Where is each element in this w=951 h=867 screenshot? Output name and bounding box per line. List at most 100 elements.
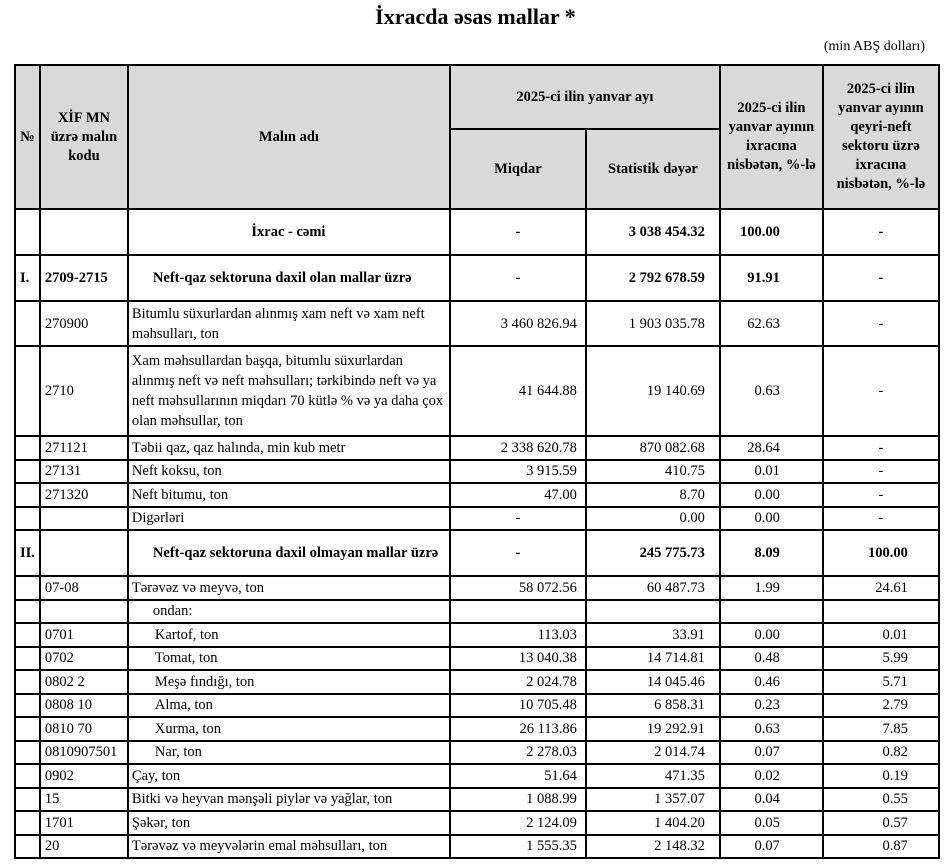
row-qty: 58 072.56 bbox=[448, 575, 587, 601]
row-qty: - bbox=[448, 208, 587, 256]
row-no bbox=[14, 575, 41, 601]
row-share: 0.05 bbox=[718, 810, 824, 836]
row-name: Meşə fındığı, ton bbox=[126, 669, 451, 695]
row-nonoil-share: 24.61 bbox=[821, 575, 940, 601]
row-name: Digərləri bbox=[126, 505, 451, 531]
row-value: 1 357.07 bbox=[584, 786, 721, 812]
row-share: 0.00 bbox=[718, 622, 824, 648]
row-no bbox=[14, 208, 41, 256]
row-value: 870 082.68 bbox=[584, 435, 721, 461]
row-no bbox=[14, 763, 41, 789]
header-value: Statistik dəyər bbox=[584, 128, 721, 210]
row-qty: - bbox=[448, 505, 587, 531]
row-share: 0.46 bbox=[718, 669, 824, 695]
row-nonoil-share: 0.01 bbox=[821, 622, 940, 648]
row-qty: 2 338 620.78 bbox=[448, 435, 587, 461]
table-row: 15 Bitki və heyvan mənşəli piylər və yağl… bbox=[14, 786, 940, 812]
row-share: 0.00 bbox=[718, 505, 824, 531]
row-name: Tərəvəz və meyvə, ton bbox=[126, 575, 451, 601]
row-nonoil-share bbox=[821, 598, 940, 624]
table-row: İxrac - cəmi -3 038 454.32 100.00- bbox=[14, 208, 940, 256]
exports-table: № XİF MN üzrə malın kodu Malın adı 2025-… bbox=[14, 64, 940, 859]
row-qty: 113.03 bbox=[448, 622, 587, 648]
header-name: Malın adı bbox=[126, 64, 451, 210]
row-qty: 3 915.59 bbox=[448, 458, 587, 484]
table-row: 1701 Şəkər, ton 2 124.09 1 404.20 0.05 0.57 bbox=[14, 810, 940, 836]
table-row: II. Neft-qaz sektoruna daxil olmayan mall… bbox=[14, 529, 940, 577]
row-code bbox=[38, 598, 129, 624]
row-share: 0.07 bbox=[718, 739, 824, 765]
row-qty bbox=[448, 598, 587, 624]
row-no: II. bbox=[14, 529, 41, 577]
row-value: 14 045.46 bbox=[584, 669, 721, 695]
row-nonoil-share: 100.00 bbox=[821, 529, 940, 577]
row-qty: 3 460 826.94 bbox=[448, 300, 587, 347]
table-row: I. 2709-2715 Neft-qaz sektoruna daxil olan… bbox=[14, 254, 940, 302]
row-code bbox=[38, 529, 129, 577]
table-row: Digərləri -0.00 0.00- bbox=[14, 505, 940, 531]
header-no: № bbox=[14, 64, 41, 210]
row-code: 1701 bbox=[38, 810, 129, 836]
row-qty: 1 088.99 bbox=[448, 786, 587, 812]
row-name: ondan: bbox=[126, 598, 451, 624]
table-row: 271121 Təbii qaz, qaz halında, min kub me… bbox=[14, 435, 940, 461]
row-value: 471.35 bbox=[584, 763, 721, 789]
row-code: 271121 bbox=[38, 435, 129, 461]
row-qty: 26 113.86 bbox=[448, 716, 587, 742]
row-nonoil-share: 0.87 bbox=[821, 833, 940, 859]
row-code: 07-08 bbox=[38, 575, 129, 601]
row-value: 0.00 bbox=[584, 505, 721, 531]
row-code: 0902 bbox=[38, 763, 129, 789]
row-name: Kartof, ton bbox=[126, 622, 451, 648]
row-nonoil-share: - bbox=[821, 505, 940, 531]
table-row: 07-08 Tərəvəz və meyvə, ton 58 072.56 60 48… bbox=[14, 575, 940, 601]
row-name: Xurma, ton bbox=[126, 716, 451, 742]
row-name: Neft koksu, ton bbox=[126, 458, 451, 484]
row-value: 3 038 454.32 bbox=[584, 208, 721, 256]
page-title: İxracda əsas mallar * bbox=[375, 4, 576, 29]
table-row: 0902 Çay, ton 51.64 471.35 0.02 0.19 bbox=[14, 763, 940, 789]
row-no bbox=[14, 739, 41, 765]
row-no bbox=[14, 645, 41, 671]
row-no bbox=[14, 458, 41, 484]
row-code: 271320 bbox=[38, 482, 129, 508]
unit-note: (min ABŞ dolları) bbox=[823, 39, 925, 54]
row-nonoil-share: - bbox=[821, 208, 940, 256]
row-no bbox=[14, 435, 41, 461]
row-name: Təbii qaz, qaz halında, min kub metr bbox=[126, 435, 451, 461]
row-code: 0810 70 bbox=[38, 716, 129, 742]
table-row: 2710 Xam məhsullardan başqa, bitumlu süxu… bbox=[14, 345, 940, 437]
row-code: 0802 2 bbox=[38, 669, 129, 695]
row-name: Nar, ton bbox=[126, 739, 451, 765]
table-row: 0701 Kartof, ton 113.03 33.91 0.00 0.01 bbox=[14, 622, 940, 648]
row-share: 0.07 bbox=[718, 833, 824, 859]
row-nonoil-share: - bbox=[821, 482, 940, 508]
row-qty: 1 555.35 bbox=[448, 833, 587, 859]
row-value: 19 292.91 bbox=[584, 716, 721, 742]
row-value: 2 148.32 bbox=[584, 833, 721, 859]
table-row: 270900 Bitumlu süxurlardan alınmış xam ne… bbox=[14, 300, 940, 347]
row-code: 2709-2715 bbox=[38, 254, 129, 302]
row-name: Xam məhsullardan başqa, bitumlu süxurlar… bbox=[126, 345, 451, 437]
row-qty: 10 705.48 bbox=[448, 692, 587, 718]
row-code: 0810907501 bbox=[38, 739, 129, 765]
row-value bbox=[584, 598, 721, 624]
row-name: Çay, ton bbox=[126, 763, 451, 789]
row-name: Neft bitumu, ton bbox=[126, 482, 451, 508]
row-qty: 2 024.78 bbox=[448, 669, 587, 695]
row-value: 33.91 bbox=[584, 622, 721, 648]
row-code bbox=[38, 208, 129, 256]
row-no bbox=[14, 622, 41, 648]
row-name: Bitumlu süxurlardan alınmış xam neft və … bbox=[126, 300, 451, 347]
row-qty: 47.00 bbox=[448, 482, 587, 508]
row-share bbox=[718, 598, 824, 624]
header-code: XİF MN üzrə malın kodu bbox=[38, 64, 129, 210]
row-name: Bitki və heyvan mənşəli piylər və yağlar… bbox=[126, 786, 451, 812]
row-value: 60 487.73 bbox=[584, 575, 721, 601]
row-name: Alma, ton bbox=[126, 692, 451, 718]
row-value: 245 775.73 bbox=[584, 529, 721, 577]
row-share: 0.23 bbox=[718, 692, 824, 718]
header-nonoil-share: 2025-ci ilin yanvar ayının qeyri-neft se… bbox=[821, 64, 940, 210]
row-qty: 2 124.09 bbox=[448, 810, 587, 836]
row-nonoil-share: 5.99 bbox=[821, 645, 940, 671]
